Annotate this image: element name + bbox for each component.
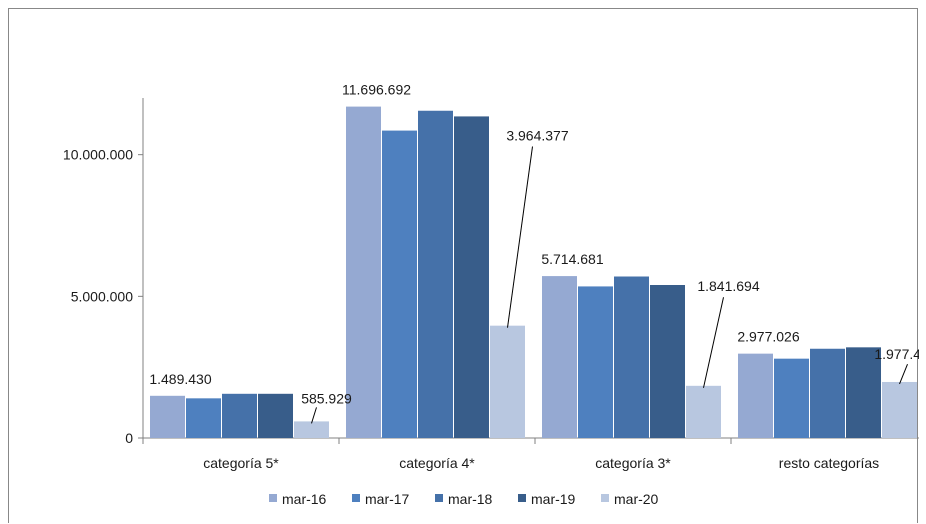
data-label: 11.696.692 — [342, 82, 411, 98]
bar-mar-20-3 — [882, 381, 917, 438]
y-tick-label: 5.000.000 — [71, 288, 133, 304]
bar-mar-20-0 — [294, 421, 329, 438]
bar-mar-17-2 — [578, 286, 613, 438]
bar-mar-17-3 — [774, 358, 809, 438]
data-label: 1.841.694 — [697, 278, 759, 294]
y-tick-label: 0 — [125, 430, 133, 446]
legend-label: mar-18 — [448, 491, 493, 507]
data-label: 585.929 — [301, 390, 352, 406]
bar-mar-17-0 — [186, 398, 221, 438]
legend-swatch-mar-18 — [435, 494, 443, 502]
x-category-label: resto categorías — [779, 455, 879, 471]
axes: 0 5.000.000 10.000.000 categoría 5* categorí… — [63, 98, 919, 471]
legend-swatch-mar-17 — [352, 494, 360, 502]
x-category-label: categoría 4* — [399, 455, 475, 471]
bar-mar-18-1 — [418, 110, 453, 438]
bar-mar-20-1 — [490, 325, 525, 438]
legend-swatch-mar-16 — [269, 494, 277, 502]
y-tick-label: 10.000.000 — [63, 147, 133, 163]
bar-mar-20-2 — [686, 385, 721, 438]
bar-mar-18-3 — [810, 348, 845, 438]
bar-mar-19-2 — [650, 285, 685, 438]
data-label-leader-line — [311, 407, 317, 424]
data-label: 5.714.681 — [541, 251, 603, 267]
bar-mar-17-1 — [382, 130, 417, 438]
bar-mar-16-2 — [542, 276, 577, 438]
legend-label: mar-20 — [614, 491, 659, 507]
x-category-label: categoría 3* — [595, 455, 671, 471]
bar-mar-19-1 — [454, 116, 489, 439]
bars — [150, 106, 917, 439]
legend-label: mar-16 — [282, 491, 327, 507]
data-label: 1.489.430 — [149, 371, 211, 387]
data-label: 1.977.465 — [874, 346, 919, 362]
bar-chart: 0 5.000.000 10.000.000 categoría 5* categorí… — [63, 82, 919, 507]
bar-mar-18-2 — [614, 276, 649, 438]
bar-mar-16-3 — [738, 353, 773, 438]
bar-mar-19-0 — [258, 393, 293, 438]
data-label-leader-line — [703, 297, 724, 388]
data-labels: 1.489.430 585.929 11.696.692 3.964.377 5.714… — [149, 82, 919, 424]
legend-swatch-mar-20 — [601, 494, 609, 502]
bar-mar-19-3 — [846, 347, 881, 438]
x-category-label: categoría 5* — [203, 455, 279, 471]
legend-swatch-mar-19 — [518, 494, 526, 502]
data-label-leader-line — [899, 364, 908, 385]
bar-mar-16-1 — [346, 106, 381, 439]
legend-label: mar-17 — [365, 491, 410, 507]
data-label: 3.964.377 — [506, 128, 568, 144]
legend-label: mar-19 — [531, 491, 576, 507]
bar-mar-16-0 — [150, 395, 185, 438]
chart-frame: 0 5.000.000 10.000.000 categoría 5* categorí… — [8, 8, 919, 523]
data-label: 2.977.026 — [737, 329, 799, 345]
data-label-leader-line — [507, 146, 533, 328]
bar-mar-18-0 — [222, 393, 257, 438]
legend: mar-16 mar-17 mar-18 mar-19 mar-20 — [269, 491, 659, 507]
